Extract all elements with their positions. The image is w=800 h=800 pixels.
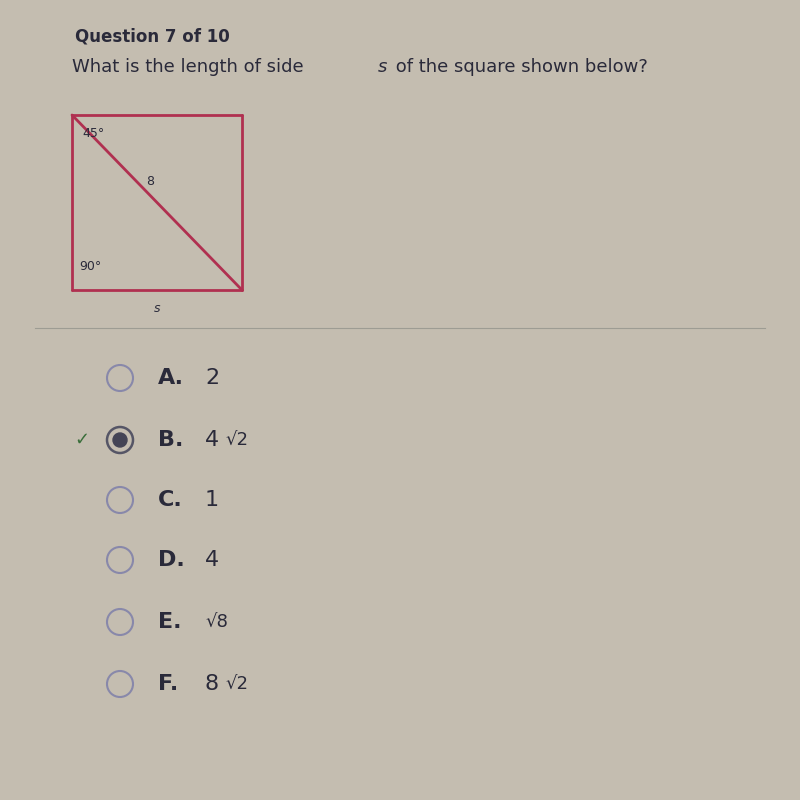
Text: 45°: 45°: [82, 127, 104, 140]
Text: E.: E.: [158, 612, 182, 632]
Text: B.: B.: [158, 430, 183, 450]
Text: What is the length of side: What is the length of side: [72, 58, 310, 76]
Text: 90°: 90°: [79, 260, 102, 273]
Text: 4: 4: [205, 550, 219, 570]
Text: 8: 8: [146, 175, 154, 188]
Text: 4: 4: [205, 430, 219, 450]
Text: Question 7 of 10: Question 7 of 10: [75, 28, 230, 46]
Text: C.: C.: [158, 490, 182, 510]
Text: √8: √8: [205, 613, 228, 631]
Text: √2: √2: [226, 675, 248, 693]
Text: ✓: ✓: [74, 431, 90, 449]
Text: √2: √2: [226, 431, 248, 449]
Text: F.: F.: [158, 674, 178, 694]
Text: 2: 2: [205, 368, 219, 388]
Text: D.: D.: [158, 550, 185, 570]
Circle shape: [113, 433, 127, 447]
Text: s: s: [154, 302, 160, 315]
Text: 8: 8: [205, 674, 219, 694]
Text: of the square shown below?: of the square shown below?: [390, 58, 648, 76]
Text: s: s: [378, 58, 388, 76]
Text: 1: 1: [205, 490, 219, 510]
Text: A.: A.: [158, 368, 184, 388]
